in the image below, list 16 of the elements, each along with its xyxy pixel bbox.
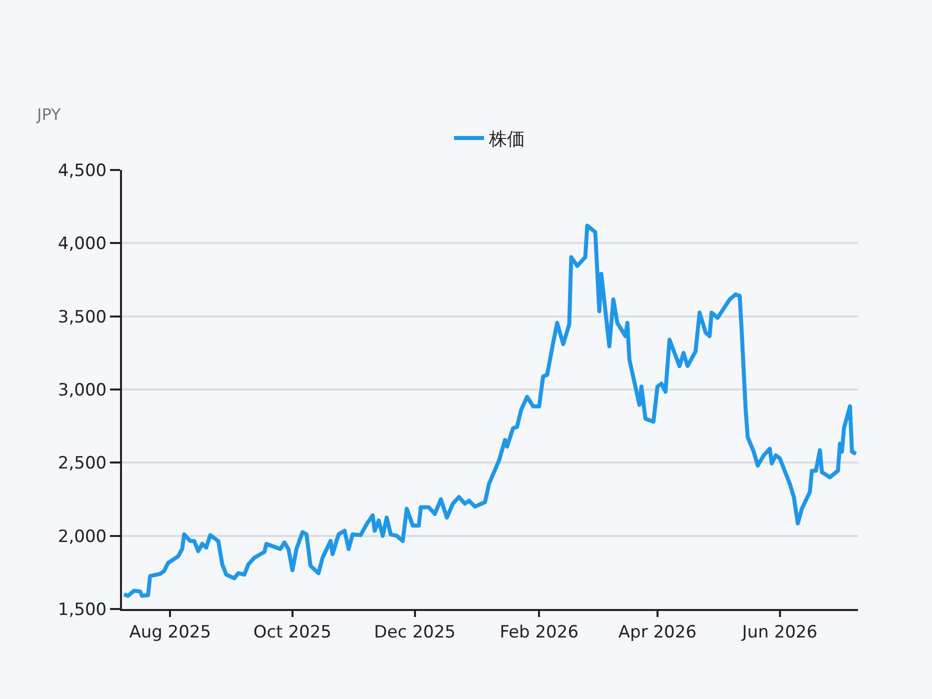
y-axis-title: JPY — [36, 105, 62, 124]
x-tick-label: Jun 2026 — [741, 622, 818, 642]
y-tick-label: 1,500 — [58, 600, 107, 620]
x-tick-label: Aug 2025 — [129, 622, 212, 642]
y-tick-label: 4,000 — [58, 234, 107, 254]
x-tick-label: Feb 2026 — [500, 622, 579, 642]
x-tick-label: Oct 2025 — [253, 622, 332, 642]
x-tick-label: Apr 2026 — [618, 622, 696, 642]
legend-label: 株価 — [488, 129, 525, 150]
y-tick-label: 2,500 — [58, 454, 107, 474]
line-series — [122, 224, 858, 598]
y-tick-label: 2,000 — [58, 526, 107, 547]
x-tick-label: Dec 2025 — [374, 622, 456, 642]
y-tick-label: 3,000 — [58, 380, 107, 400]
y-tick-label: 4,500 — [58, 160, 107, 181]
y-tick-label: 3,500 — [58, 307, 107, 328]
